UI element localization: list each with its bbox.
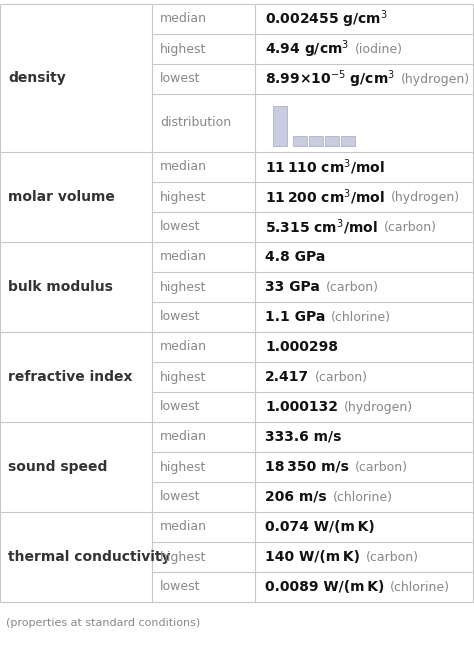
Text: bulk modulus: bulk modulus bbox=[8, 280, 113, 294]
Text: lowest: lowest bbox=[160, 400, 201, 413]
Text: lowest: lowest bbox=[160, 580, 201, 593]
Text: (hydrogen): (hydrogen) bbox=[344, 400, 413, 413]
Text: 4.94 g/cm$^3$: 4.94 g/cm$^3$ bbox=[265, 38, 349, 60]
Text: median: median bbox=[160, 12, 207, 25]
Text: median: median bbox=[160, 250, 207, 263]
Bar bbox=[273, 106, 287, 146]
Text: 4.8 GPa: 4.8 GPa bbox=[265, 250, 325, 264]
Text: 11 200 cm$^3$/mol: 11 200 cm$^3$/mol bbox=[265, 187, 385, 207]
Bar bbox=[341, 136, 355, 146]
Text: (carbon): (carbon) bbox=[366, 551, 419, 564]
Text: 0.0089 W/(m K): 0.0089 W/(m K) bbox=[265, 580, 384, 594]
Text: lowest: lowest bbox=[160, 490, 201, 503]
Text: 1.000298: 1.000298 bbox=[265, 340, 338, 354]
Text: highest: highest bbox=[160, 190, 206, 204]
Text: highest: highest bbox=[160, 43, 206, 56]
Text: density: density bbox=[8, 71, 66, 85]
Text: 1.000132: 1.000132 bbox=[265, 400, 338, 414]
Text: distribution: distribution bbox=[160, 116, 231, 129]
Text: (hydrogen): (hydrogen) bbox=[401, 72, 470, 85]
Text: 0.074 W/(m K): 0.074 W/(m K) bbox=[265, 520, 375, 534]
Text: highest: highest bbox=[160, 371, 206, 384]
Text: 2.417: 2.417 bbox=[265, 370, 309, 384]
Text: (properties at standard conditions): (properties at standard conditions) bbox=[6, 618, 200, 628]
Text: 5.315 cm$^3$/mol: 5.315 cm$^3$/mol bbox=[265, 217, 378, 237]
Text: lowest: lowest bbox=[160, 72, 201, 85]
Text: 0.002455 g/cm$^3$: 0.002455 g/cm$^3$ bbox=[265, 8, 388, 30]
Text: (hydrogen): (hydrogen) bbox=[391, 190, 460, 204]
Text: median: median bbox=[160, 430, 207, 443]
Text: median: median bbox=[160, 340, 207, 353]
Text: lowest: lowest bbox=[160, 311, 201, 324]
Text: highest: highest bbox=[160, 281, 206, 294]
Text: (carbon): (carbon) bbox=[383, 221, 437, 234]
Text: refractive index: refractive index bbox=[8, 370, 133, 384]
Text: 11 110 cm$^3$/mol: 11 110 cm$^3$/mol bbox=[265, 157, 385, 177]
Bar bbox=[309, 136, 323, 146]
Text: (chlorine): (chlorine) bbox=[333, 490, 392, 503]
Text: molar volume: molar volume bbox=[8, 190, 115, 204]
Text: (carbon): (carbon) bbox=[326, 281, 379, 294]
Text: sound speed: sound speed bbox=[8, 460, 108, 474]
Text: 18 350 m/s: 18 350 m/s bbox=[265, 460, 349, 474]
Text: 8.99×10$^{-5}$ g/cm$^3$: 8.99×10$^{-5}$ g/cm$^3$ bbox=[265, 68, 395, 90]
Text: highest: highest bbox=[160, 461, 206, 474]
Text: (carbon): (carbon) bbox=[355, 461, 408, 474]
Text: 140 W/(m K): 140 W/(m K) bbox=[265, 550, 360, 564]
Text: median: median bbox=[160, 520, 207, 534]
Bar bbox=[325, 136, 339, 146]
Text: median: median bbox=[160, 160, 207, 173]
Text: (carbon): (carbon) bbox=[315, 371, 368, 384]
Text: (iodine): (iodine) bbox=[355, 43, 403, 56]
Text: 33 GPa: 33 GPa bbox=[265, 280, 320, 294]
Text: lowest: lowest bbox=[160, 221, 201, 234]
Text: highest: highest bbox=[160, 551, 206, 564]
Text: thermal conductivity: thermal conductivity bbox=[8, 550, 171, 564]
Text: (chlorine): (chlorine) bbox=[331, 311, 392, 324]
Text: 206 m/s: 206 m/s bbox=[265, 490, 327, 504]
Text: (chlorine): (chlorine) bbox=[391, 580, 450, 593]
Text: 1.1 GPa: 1.1 GPa bbox=[265, 310, 325, 324]
Bar bbox=[293, 136, 307, 146]
Text: 333.6 m/s: 333.6 m/s bbox=[265, 430, 341, 444]
